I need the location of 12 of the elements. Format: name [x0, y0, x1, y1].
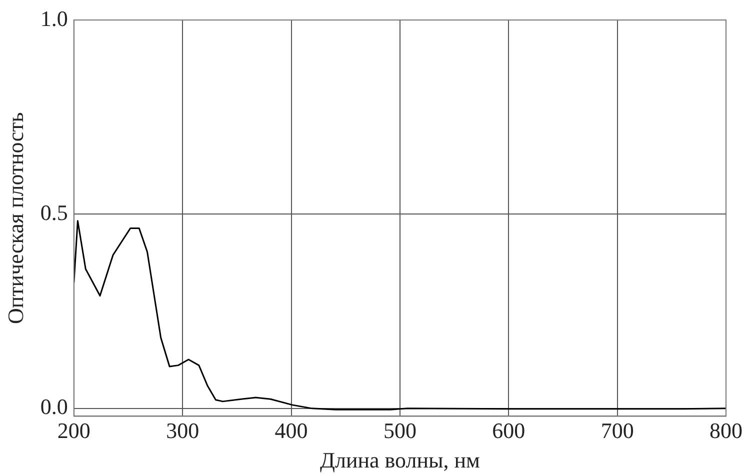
x-tick-label: 500: [383, 418, 416, 444]
x-axis-title: Длина волны, нм: [320, 448, 480, 473]
x-tick-label: 200: [57, 418, 90, 444]
x-tick-label: 300: [166, 418, 200, 444]
y-tick-label: 1.0: [40, 6, 68, 31]
y-tick-label: 0.5: [40, 200, 68, 225]
x-tick-label: 600: [492, 418, 526, 444]
y-tick-label: 0.0: [40, 394, 68, 420]
x-tick-label: 800: [710, 418, 742, 444]
y-axis-title: Оптическая плотность: [2, 112, 28, 324]
x-tick-label: 700: [600, 418, 634, 444]
x-tick-label: 400: [274, 418, 308, 444]
